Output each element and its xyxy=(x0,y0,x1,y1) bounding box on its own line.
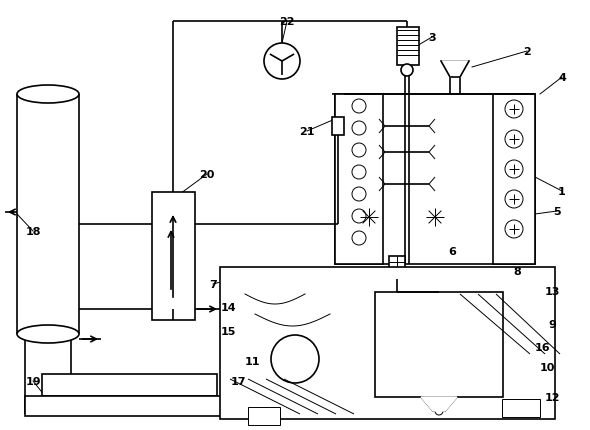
Text: 3: 3 xyxy=(428,33,436,43)
Text: 1: 1 xyxy=(558,187,566,197)
Text: 11: 11 xyxy=(244,356,260,366)
Circle shape xyxy=(264,44,300,80)
Circle shape xyxy=(505,190,523,209)
Text: 9: 9 xyxy=(548,319,556,329)
Bar xyxy=(335,95,383,264)
Circle shape xyxy=(352,166,366,180)
Text: 14: 14 xyxy=(220,302,236,312)
Text: 8: 8 xyxy=(513,266,521,276)
Text: 16: 16 xyxy=(534,342,550,352)
Circle shape xyxy=(435,407,443,415)
Polygon shape xyxy=(441,62,469,78)
Text: 13: 13 xyxy=(545,286,560,296)
Text: 2: 2 xyxy=(523,47,531,57)
Circle shape xyxy=(505,161,523,178)
Circle shape xyxy=(352,122,366,136)
Circle shape xyxy=(352,187,366,202)
Bar xyxy=(248,407,280,425)
Circle shape xyxy=(352,209,366,224)
Circle shape xyxy=(401,65,413,77)
Bar xyxy=(493,95,535,264)
Ellipse shape xyxy=(17,325,79,343)
Text: 19: 19 xyxy=(25,376,41,386)
Ellipse shape xyxy=(17,86,79,104)
Bar xyxy=(502,399,540,417)
Circle shape xyxy=(271,335,319,383)
Text: 18: 18 xyxy=(25,227,41,237)
Text: 22: 22 xyxy=(279,17,295,27)
Text: 7: 7 xyxy=(209,280,217,289)
Bar xyxy=(25,396,230,416)
Polygon shape xyxy=(421,397,457,411)
Circle shape xyxy=(505,221,523,239)
Text: 10: 10 xyxy=(539,362,555,372)
Bar xyxy=(332,118,344,136)
Text: 4: 4 xyxy=(558,73,566,83)
Text: 20: 20 xyxy=(199,169,215,180)
Bar xyxy=(375,292,503,397)
Circle shape xyxy=(505,131,523,149)
Bar xyxy=(389,256,405,268)
Text: 12: 12 xyxy=(544,392,560,402)
Text: 6: 6 xyxy=(448,246,456,256)
Bar xyxy=(335,95,535,264)
Circle shape xyxy=(352,231,366,246)
Text: 15: 15 xyxy=(220,326,235,336)
Bar xyxy=(220,267,555,419)
Text: 5: 5 xyxy=(553,206,561,216)
Circle shape xyxy=(505,101,523,119)
Text: 21: 21 xyxy=(299,127,314,137)
Text: 17: 17 xyxy=(230,376,246,386)
Circle shape xyxy=(352,100,366,114)
Bar xyxy=(152,193,195,320)
Circle shape xyxy=(352,144,366,158)
Bar xyxy=(42,374,217,396)
Bar xyxy=(397,28,419,66)
